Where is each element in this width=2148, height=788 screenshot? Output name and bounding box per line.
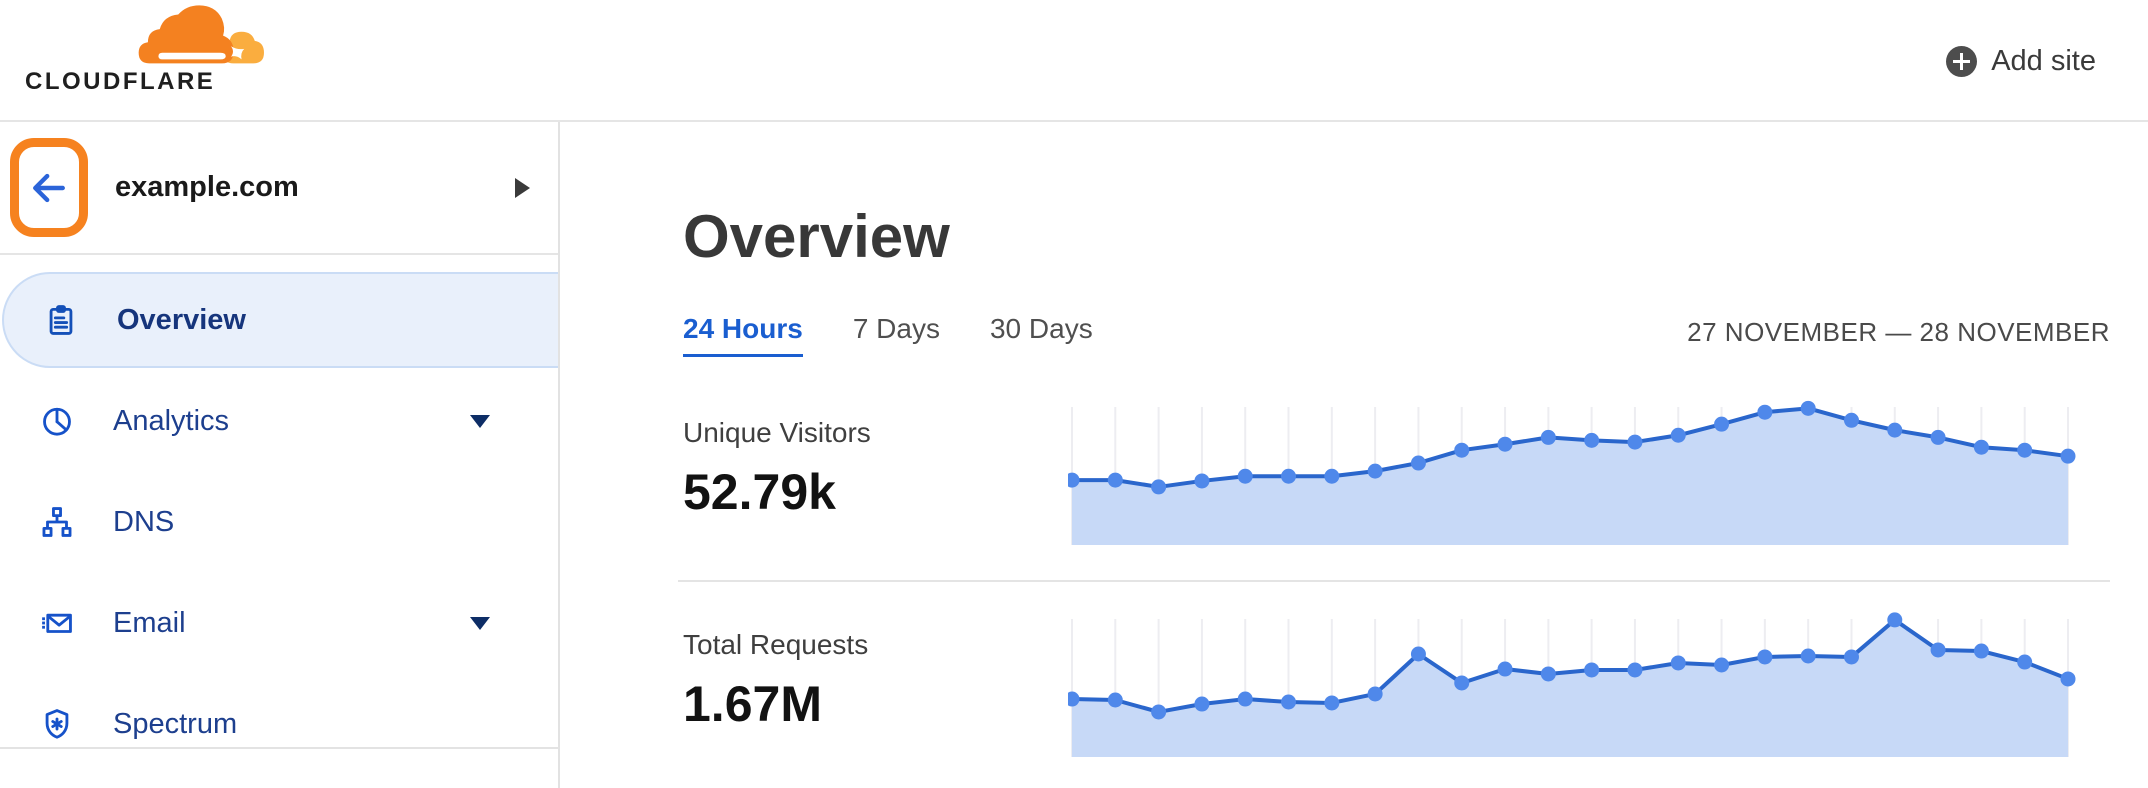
sidebar-item-label: DNS [113, 505, 175, 538]
metric-label: Unique Visitors [683, 417, 871, 448]
top-header: CLOUDFLARE Add site [0, 0, 2148, 122]
pie-chart-icon [40, 404, 74, 438]
unique-visitors-row: Unique Visitors 52.79k [683, 387, 2110, 545]
sidebar-section-divider [0, 747, 558, 749]
time-range-tabs-row: 24 Hours 7 Days 30 Days 27 NOVEMBER — 28… [683, 313, 2110, 357]
sidebar-item-label: Analytics [113, 404, 230, 437]
tab-7-days[interactable]: 7 Days [852, 313, 940, 344]
metric-value: 1.67M [683, 676, 822, 732]
metric-rows-divider [678, 580, 2110, 582]
site-name: example.com [115, 171, 299, 203]
clipboard-icon [44, 303, 78, 337]
shield-icon [40, 707, 74, 741]
site-selector-row: example.com [0, 122, 558, 255]
sidebar-nav: Overview Analytics [0, 272, 558, 772]
back-button-highlight[interactable] [10, 138, 88, 237]
sidebar-item-spectrum[interactable]: Spectrum [0, 676, 558, 772]
add-site-label: Add site [1991, 44, 2096, 77]
sidebar-item-label: Overview [117, 303, 246, 336]
total-requests-info: Total Requests 1.67M [683, 599, 1068, 733]
cloudflare-wordmark: CLOUDFLARE [25, 68, 216, 95]
tab-30-days[interactable]: 30 Days [989, 313, 1093, 344]
metric-value: 52.79k [683, 464, 836, 520]
metric-label: Total Requests [683, 629, 869, 660]
total-requests-chart [1068, 599, 2110, 757]
total-requests-row: Total Requests 1.67M [683, 599, 2110, 757]
site-expand-chevron-icon[interactable] [515, 177, 530, 198]
tab-24-hours[interactable]: 24 Hours [683, 313, 803, 357]
plus-circle-icon [1946, 45, 1978, 77]
unique-visitors-chart [1068, 387, 2110, 545]
sidebar-item-dns[interactable]: DNS [0, 474, 558, 570]
email-icon [40, 606, 74, 640]
sidebar-item-email[interactable]: Email [0, 575, 558, 671]
main-content: Overview 24 Hours 7 Days 30 Days 27 NOVE… [560, 122, 2148, 788]
sidebar-item-label: Email [113, 606, 186, 639]
date-range-label: 27 NOVEMBER — 28 NOVEMBER [1687, 317, 2110, 347]
cloudflare-logo: CLOUDFLARE [25, 4, 264, 96]
back-arrow-icon [33, 173, 65, 202]
sidebar: example.com Overview [0, 122, 560, 788]
chevron-down-icon[interactable] [470, 616, 490, 630]
time-range-tabs: 24 Hours 7 Days 30 Days [683, 313, 1093, 357]
unique-visitors-info: Unique Visitors 52.79k [683, 387, 1068, 521]
page-title: Overview [683, 203, 950, 270]
add-site-button[interactable]: Add site [1946, 0, 2096, 122]
sitemap-icon [40, 505, 74, 539]
sidebar-item-overview[interactable]: Overview [2, 272, 558, 368]
cloudflare-cloud-icon [138, 5, 264, 64]
chevron-down-icon[interactable] [470, 414, 490, 428]
sidebar-item-analytics[interactable]: Analytics [0, 373, 558, 469]
sidebar-item-label: Spectrum [113, 707, 238, 740]
